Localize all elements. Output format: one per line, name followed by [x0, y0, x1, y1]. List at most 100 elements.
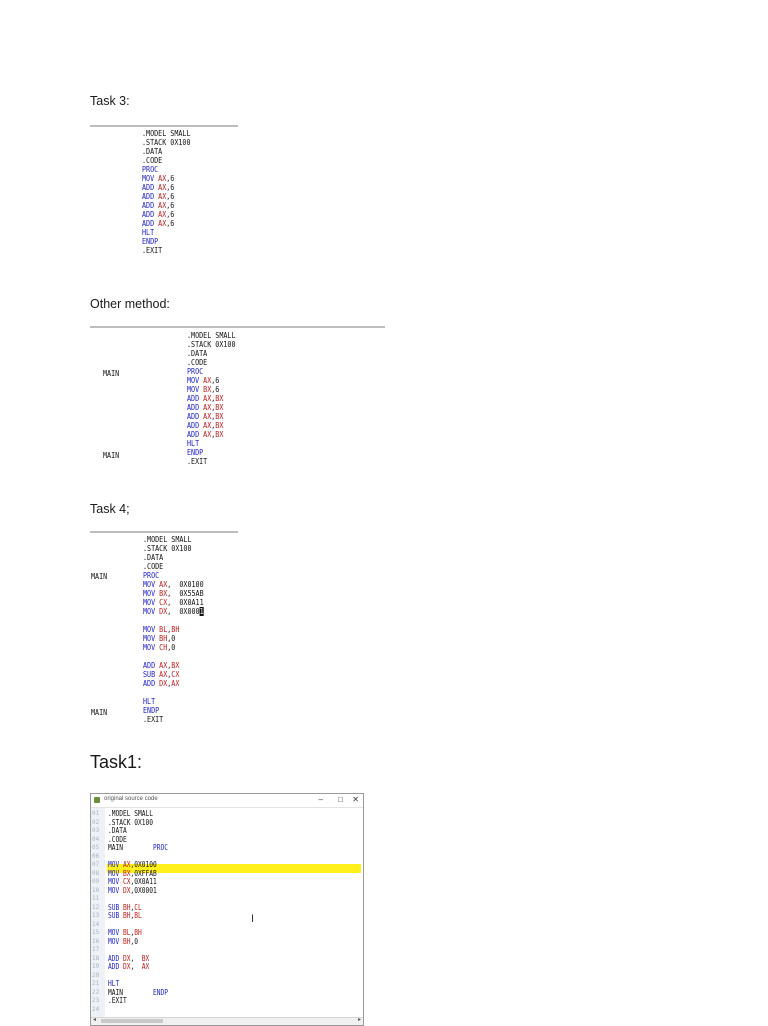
code-line: .DATA: [142, 147, 191, 156]
code-keyword: PROC: [143, 570, 160, 580]
code-register: DX: [123, 962, 131, 971]
code-line: .EXIT: [143, 715, 204, 724]
code-keyword: MOV: [108, 885, 124, 895]
code-keyword: SUB: [108, 911, 124, 920]
label-main-endp: MAIN: [103, 450, 120, 460]
close-button[interactable]: ✕: [352, 795, 359, 804]
code-register: BX: [123, 868, 131, 878]
heading-other-method: Other method:: [90, 297, 170, 311]
code-line: .DATA: [108, 826, 168, 836]
window-title: original source code: [104, 796, 158, 802]
code-keyword: SUB: [143, 669, 160, 679]
code-text: .CODE: [187, 357, 208, 367]
code-line: .DATA: [143, 553, 204, 562]
editor-code-area[interactable]: .MODEL SMALL .STACK 0X100 .DATA .CODE MAIN P…: [108, 809, 168, 1006]
scroll-right-arrow-icon[interactable]: ▸: [357, 1017, 361, 1023]
code-keyword: MOV: [143, 606, 160, 616]
code-keyword: ADD: [142, 218, 159, 228]
code-line: .MODEL SMALL: [143, 535, 204, 544]
code-text: .STACK 0X100: [108, 817, 153, 827]
text-cursor: 1: [199, 606, 204, 616]
code-keyword: ADD: [142, 182, 159, 192]
code-text: , 0X55AB: [167, 588, 204, 598]
code-text: ,0X0A11: [130, 877, 157, 886]
code-text: ,: [167, 660, 172, 670]
code-line: ADD AX,6: [142, 183, 191, 192]
code-keyword: ADD: [187, 420, 204, 430]
code-line: MOV BX,6: [187, 385, 236, 394]
code-text: , 0X000: [167, 606, 200, 616]
code-text: .EXIT: [187, 456, 208, 466]
code-text: ,: [211, 429, 216, 439]
horizontal-scrollbar[interactable]: ◂ ▸: [91, 1017, 363, 1025]
code-text: .EXIT: [142, 245, 163, 255]
code-register: DX: [159, 678, 168, 688]
label-main-proc: MAIN: [91, 571, 108, 581]
code-text: .CODE: [108, 834, 127, 844]
code-text: ,6: [166, 218, 175, 228]
code-line: ADD AX,6: [142, 219, 191, 228]
code-text: ,0X0100: [130, 860, 157, 869]
code-register: BH: [134, 928, 142, 937]
code-register: CX: [159, 597, 168, 607]
scroll-left-arrow-icon[interactable]: ◂: [93, 1017, 97, 1023]
code-keyword: MOV: [187, 384, 204, 394]
code-keyword: ENDP: [143, 705, 160, 715]
code-register: DX: [159, 606, 168, 616]
code-line: MOV BL,BH: [108, 928, 168, 938]
window-titlebar: original source code – □ ✕: [91, 794, 363, 808]
code-line: MOV BH,0: [143, 634, 204, 643]
code-text: ,0: [130, 936, 139, 946]
app-icon: [94, 797, 100, 803]
code-line: .CODE: [143, 562, 204, 571]
code-register: AX: [158, 173, 167, 183]
code-keyword: SUB: [108, 902, 124, 912]
code-text: .MODEL SMALL: [187, 330, 236, 340]
scrollbar-thumb[interactable]: [101, 1019, 163, 1023]
code-line: HLT: [187, 439, 236, 448]
code-text: MAIN: [108, 843, 153, 852]
code-text: ,0: [167, 633, 176, 643]
code-register: BH: [123, 902, 131, 912]
line-number-gutter: [91, 808, 105, 1018]
code-line: ADD AX,BX: [143, 661, 204, 670]
code-keyword: HLT: [143, 696, 156, 706]
code-line: MOV DX, 0X0001: [143, 607, 204, 616]
code-text: .STACK 0X100: [143, 543, 192, 553]
code-text: ,: [211, 411, 216, 421]
minimize-button[interactable]: –: [318, 795, 323, 804]
code-text: ,6: [166, 200, 175, 210]
code-line: ADD AX,6: [142, 192, 191, 201]
code-text: ,: [211, 420, 216, 430]
code-line: .STACK 0X100: [187, 340, 236, 349]
code-register: AX: [171, 678, 180, 688]
code-line: SUB AX,CX: [143, 670, 204, 679]
code-keyword: ADD: [143, 678, 160, 688]
code-line: HLT: [142, 228, 191, 237]
code-register: CX: [171, 669, 180, 679]
code-text: , 0X0A11: [167, 597, 204, 607]
code-text: ,0: [167, 642, 176, 652]
code-line: ADD AX,6: [142, 210, 191, 219]
code-line: .EXIT: [108, 996, 168, 1006]
code-line: ADD AX,6: [142, 201, 191, 210]
task3-code-block: .MODEL SMALL .STACK 0X100 .DATA .CODE PROC MO…: [142, 129, 191, 255]
code-text: ,6: [211, 384, 220, 394]
code-register: BX: [215, 411, 224, 421]
code-text: .STACK 0X100: [142, 137, 191, 147]
code-keyword: ENDP: [187, 447, 204, 457]
code-text: .DATA: [142, 146, 163, 156]
code-text: , 0X0100: [167, 579, 204, 589]
maximize-button[interactable]: □: [338, 795, 343, 804]
code-text: ,6: [211, 375, 220, 385]
code-text: .MODEL SMALL: [108, 809, 153, 818]
code-register: AX: [141, 962, 150, 971]
code-keyword: MOV: [108, 877, 124, 886]
screenshot-top-border: [90, 531, 238, 533]
code-keyword: ADD: [187, 411, 204, 421]
code-line: MOV BH,0: [108, 936, 168, 947]
task4-code-screenshot: MAIN MAIN .MODEL SMALL .STACK 0X100 .DATA.…: [90, 531, 238, 731]
code-register: AX: [159, 579, 168, 589]
code-line: MOV AX,6: [142, 174, 191, 183]
code-line: SUB BH,CL: [108, 902, 168, 913]
